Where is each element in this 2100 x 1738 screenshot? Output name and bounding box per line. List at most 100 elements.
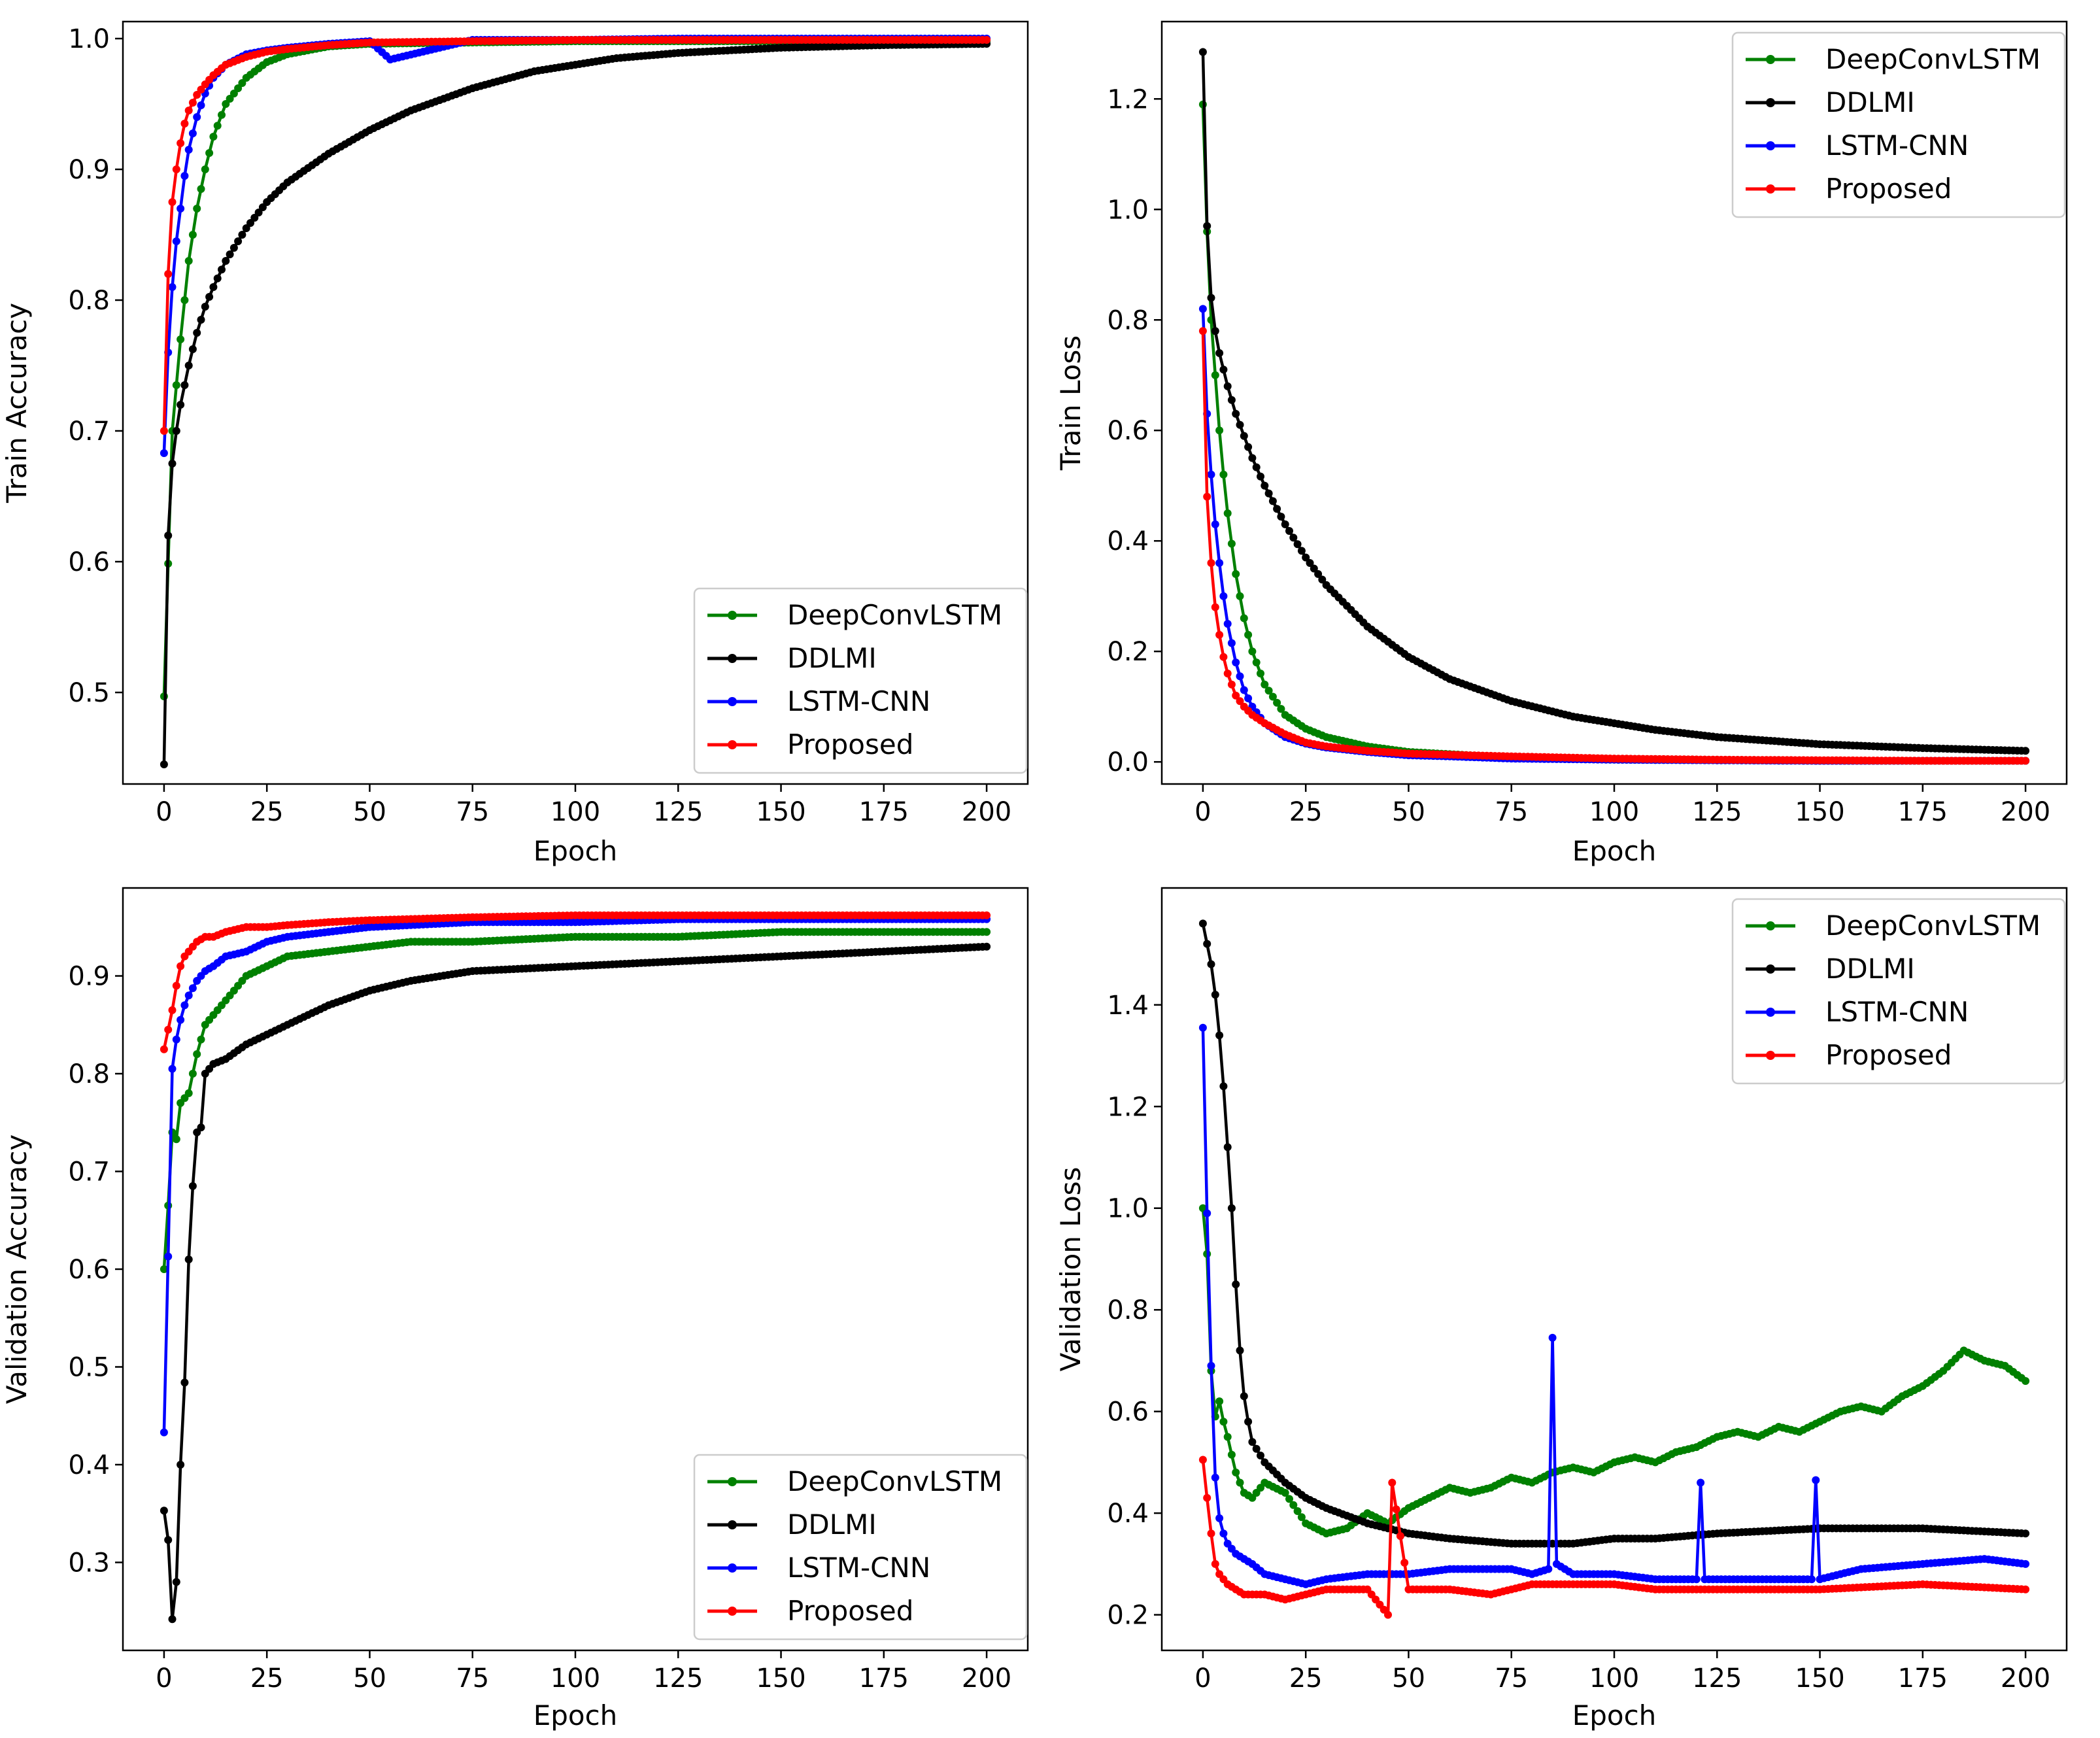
data-point xyxy=(2022,1529,2030,1538)
x-axis-label: Epoch xyxy=(1572,835,1657,867)
series-markers-deepconvlstm xyxy=(160,928,991,1273)
y-tick-label: 1.0 xyxy=(68,24,110,54)
data-point xyxy=(1808,1575,1816,1584)
x-tick-label: 100 xyxy=(1589,797,1639,827)
data-point xyxy=(184,1255,193,1264)
x-tick-label: 50 xyxy=(1392,797,1425,827)
y-tick-label: 0.3 xyxy=(68,1548,110,1578)
data-point xyxy=(1268,497,1277,505)
data-point xyxy=(180,172,189,180)
legend-marker-lstm-cnn xyxy=(728,697,737,706)
data-point xyxy=(184,257,193,265)
y-tick-label: 0.6 xyxy=(68,1255,110,1285)
data-point xyxy=(177,401,185,409)
data-point xyxy=(164,1252,173,1261)
legend-box xyxy=(693,1454,1028,1641)
data-point xyxy=(1227,1204,1236,1212)
data-point xyxy=(1548,1333,1557,1342)
data-point xyxy=(1697,1478,1705,1487)
x-tick-label: 75 xyxy=(456,797,489,827)
data-point xyxy=(188,99,197,107)
data-point xyxy=(184,1089,193,1097)
legend-label-lstm-cnn: LSTM-CNN xyxy=(1825,129,1969,162)
y-tick-label: 0.5 xyxy=(68,678,110,708)
data-point xyxy=(1310,564,1318,573)
data-point xyxy=(1236,672,1244,681)
y-tick-label: 0.6 xyxy=(68,547,110,577)
data-point xyxy=(168,460,177,468)
data-point xyxy=(177,335,185,343)
data-point xyxy=(1211,371,1219,379)
data-point xyxy=(164,270,173,278)
x-tick-label: 100 xyxy=(550,797,600,827)
data-point xyxy=(1268,692,1277,701)
data-point xyxy=(193,205,201,213)
x-tick-label: 25 xyxy=(250,797,284,827)
x-tick-label: 200 xyxy=(2001,1663,2050,1694)
series-markers-proposed xyxy=(160,911,991,1053)
legend-marker-ddlmi xyxy=(728,1520,737,1529)
x-tick-label: 150 xyxy=(756,1663,805,1694)
data-point xyxy=(1236,1346,1244,1355)
data-point xyxy=(1252,463,1261,471)
data-point xyxy=(1232,1280,1240,1289)
x-tick-label: 175 xyxy=(859,1663,909,1694)
train-loss-panel: Train Loss Epoch 0.0 0.2 0.4 0.6 0.8 1.0 1.2 0… xyxy=(1055,20,2068,867)
x-tick-label: 125 xyxy=(653,797,703,827)
data-point xyxy=(1223,1143,1232,1151)
data-point xyxy=(188,231,197,239)
data-point xyxy=(1198,327,1207,335)
data-point xyxy=(1306,559,1314,567)
data-point xyxy=(213,274,222,282)
data-point xyxy=(1207,1361,1215,1370)
legend-label-lstm-cnn: LSTM-CNN xyxy=(787,685,930,717)
data-point xyxy=(177,1015,185,1024)
data-point xyxy=(1211,991,1219,999)
legend: DeepConvLSTM DDLMI LSTM-CNN Proposed xyxy=(693,1454,1028,1641)
data-point xyxy=(1198,1023,1207,1032)
legend-label-deepconvlstm: DeepConvLSTM xyxy=(1825,910,2041,942)
legend-label-lstm-cnn: LSTM-CNN xyxy=(1825,996,1969,1028)
data-point xyxy=(238,231,246,239)
data-point xyxy=(2022,757,2030,765)
data-point xyxy=(1203,1493,1211,1502)
data-point xyxy=(218,265,226,274)
legend-marker-deepconvlstm xyxy=(1766,55,1775,64)
legend-label-deepconvlstm: DeepConvLSTM xyxy=(787,599,1002,631)
y-tick-label: 0.8 xyxy=(68,286,110,316)
data-point xyxy=(1252,658,1261,667)
data-point xyxy=(1240,686,1248,694)
data-point xyxy=(1223,670,1232,677)
legend-marker-lstm-cnn xyxy=(728,1563,737,1573)
y-axis-label: Validation Accuracy xyxy=(1,1134,33,1405)
data-point xyxy=(1207,470,1215,479)
data-point xyxy=(188,345,197,353)
data-point xyxy=(160,1045,168,1053)
y-tick-label: 1.0 xyxy=(1107,1194,1149,1224)
data-point xyxy=(172,381,180,389)
y-ticks: 0.0 0.2 0.4 0.6 0.8 1.0 1.2 xyxy=(1107,84,1162,777)
legend: DeepConvLSTM DDLMI LSTM-CNN Proposed xyxy=(1731,898,2066,1085)
y-ticks: 0.5 0.6 0.7 0.8 0.9 1.0 xyxy=(68,24,123,708)
x-tick-label: 50 xyxy=(1392,1663,1425,1694)
y-tick-label: 0.5 xyxy=(68,1352,110,1382)
data-point xyxy=(234,237,243,245)
y-tick-label: 1.4 xyxy=(1107,991,1149,1021)
y-ticks: 0.2 0.4 0.6 0.8 1.0 1.2 1.4 xyxy=(1107,991,1162,1631)
data-point xyxy=(1215,1031,1224,1040)
data-point xyxy=(201,303,209,311)
data-point xyxy=(1203,222,1211,230)
data-point xyxy=(168,1615,177,1624)
data-point xyxy=(177,139,185,147)
data-point xyxy=(1297,547,1306,555)
x-tick-label: 150 xyxy=(1795,1663,1844,1694)
data-point xyxy=(1211,603,1219,611)
legend-label-proposed: Proposed xyxy=(1825,173,1952,205)
data-point xyxy=(1227,639,1236,647)
data-point xyxy=(1211,520,1219,528)
data-point xyxy=(222,257,230,265)
data-point xyxy=(1232,409,1240,418)
data-point xyxy=(226,250,234,258)
data-point xyxy=(1219,1082,1228,1091)
data-point xyxy=(1219,1418,1228,1426)
